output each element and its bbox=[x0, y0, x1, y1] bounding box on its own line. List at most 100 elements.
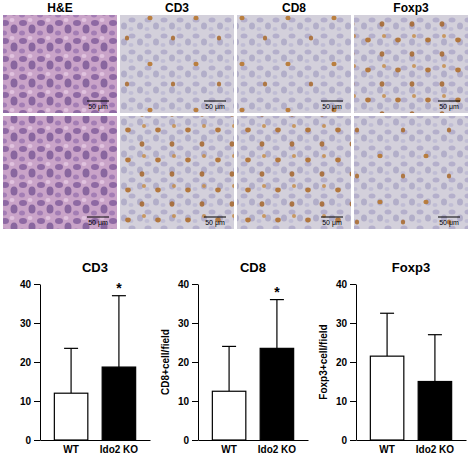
error-bar-stem bbox=[386, 313, 387, 356]
y-tick: 30 bbox=[178, 318, 198, 329]
micrograph: 50 μm bbox=[237, 116, 351, 229]
header-strip bbox=[3, 0, 117, 15]
scale-bar-label: 50 μm bbox=[322, 219, 342, 227]
x-axis-line bbox=[41, 440, 151, 441]
micrograph: 50 μm bbox=[120, 116, 234, 229]
micrograph: 50 μm bbox=[120, 0, 234, 113]
plot-marks bbox=[370, 313, 451, 440]
error-bar bbox=[380, 313, 394, 356]
scale-bar-label: 50 μm bbox=[205, 219, 225, 227]
chart-title: CD3 bbox=[82, 260, 108, 275]
y-tick-label: 40 bbox=[178, 279, 190, 290]
y-tick: 20 bbox=[336, 357, 356, 368]
y-tick-label: 10 bbox=[336, 396, 348, 407]
column-label: H&E bbox=[47, 1, 72, 15]
error-bar-cap bbox=[380, 313, 394, 314]
x-axis: WT Ido2 KO bbox=[41, 440, 151, 455]
y-tick-label: 20 bbox=[336, 357, 348, 368]
y-tick-label: 10 bbox=[20, 396, 32, 407]
stain-overlay bbox=[354, 116, 468, 229]
y-tick-mark bbox=[192, 440, 198, 441]
y-tick-mark bbox=[34, 362, 40, 363]
y-tick-mark bbox=[192, 323, 198, 324]
scale-bar bbox=[438, 101, 460, 102]
y-tick-label: 40 bbox=[336, 279, 348, 290]
scale-bar bbox=[87, 217, 109, 218]
y-tick: 20 bbox=[20, 357, 40, 368]
y-tick-label: 20 bbox=[20, 357, 32, 368]
micrograph-image bbox=[120, 116, 234, 229]
micrograph-image bbox=[354, 116, 468, 229]
y-tick-mark bbox=[350, 362, 356, 363]
y-tick: 30 bbox=[336, 318, 356, 329]
x-tick: WT bbox=[379, 440, 395, 455]
scale-bar bbox=[204, 217, 226, 218]
y-axis: 010203040 bbox=[20, 279, 41, 446]
bar-chart: CD8CD8+cell/field010203040WTIdo2 KO* bbox=[160, 260, 309, 455]
x-tick: Ido2 KO bbox=[100, 440, 139, 455]
plot-marks bbox=[54, 296, 135, 440]
y-tick-mark bbox=[34, 284, 40, 285]
y-tick: 10 bbox=[178, 396, 198, 407]
micrograph: 50 μm bbox=[3, 0, 117, 113]
bar bbox=[212, 391, 245, 440]
header-strip bbox=[120, 0, 234, 15]
y-axis-title: CD8+cell/field bbox=[160, 329, 171, 395]
x-tick: WT bbox=[63, 440, 79, 455]
bar bbox=[102, 367, 135, 440]
y-tick-mark bbox=[192, 401, 198, 402]
x-tick: Ido2 KO bbox=[416, 440, 455, 455]
micrograph-image bbox=[3, 116, 117, 229]
x-tick-label: Ido2 KO bbox=[416, 444, 455, 455]
error-bar bbox=[270, 300, 284, 349]
scale-bar-label: 50 μm bbox=[88, 219, 108, 227]
y-tick-mark bbox=[34, 401, 40, 402]
scale-bar bbox=[87, 101, 109, 102]
bar-chart: CD3010203040WTIdo2 KO* bbox=[20, 260, 151, 455]
error-bar bbox=[64, 348, 78, 393]
y-axis-title: Foxp3+cell/field bbox=[318, 324, 329, 399]
chart-title: Foxp3 bbox=[392, 260, 430, 275]
y-axis: 0 10 20 30 40 bbox=[178, 279, 199, 446]
scale-bar bbox=[204, 101, 226, 102]
error-bar-cap bbox=[428, 334, 442, 335]
x-tick: WT bbox=[221, 440, 237, 455]
y-tick: 10 bbox=[20, 396, 40, 407]
error-bar bbox=[222, 346, 236, 391]
stain-overlay bbox=[120, 116, 234, 229]
header-strip bbox=[354, 0, 468, 15]
y-tick-mark bbox=[350, 440, 356, 441]
x-tick-label: WT bbox=[379, 444, 395, 455]
scale-bar-label: 50 μm bbox=[322, 103, 342, 111]
y-tick: 0 bbox=[341, 435, 356, 446]
column-label: CD8 bbox=[282, 1, 306, 15]
y-axis-line bbox=[356, 285, 357, 441]
x-tick: Ido2 KO bbox=[258, 440, 297, 455]
y-tick-label: 0 bbox=[25, 435, 31, 446]
column-label: CD3 bbox=[165, 1, 189, 15]
y-tick-label: 30 bbox=[336, 318, 348, 329]
stain-overlay bbox=[237, 116, 351, 229]
scale-bar bbox=[321, 101, 343, 102]
y-tick-label: 30 bbox=[20, 318, 32, 329]
y-axis: 0 10 20 30 40 bbox=[336, 279, 357, 446]
error-bar-stem bbox=[276, 300, 277, 349]
y-tick: 30 bbox=[20, 318, 40, 329]
y-tick: 40 bbox=[336, 279, 356, 290]
error-bar bbox=[428, 335, 442, 382]
y-tick-label: 0 bbox=[183, 435, 189, 446]
significance-marker: * bbox=[116, 280, 122, 296]
y-tick-mark bbox=[350, 323, 356, 324]
x-tick-label: Ido2 KO bbox=[258, 444, 297, 455]
error-bar-cap bbox=[64, 348, 78, 349]
y-tick-label: 30 bbox=[178, 318, 190, 329]
chart-title: CD8 bbox=[240, 260, 266, 275]
figure: 50 μm50 μmH&E50 μm50 μmCD350 μm50 μmCD85… bbox=[0, 0, 474, 474]
y-tick: 0 bbox=[25, 435, 40, 446]
error-bar-stem bbox=[434, 335, 435, 382]
stain-overlay bbox=[237, 0, 351, 113]
bar bbox=[54, 393, 87, 440]
y-tick: 20 bbox=[178, 357, 198, 368]
plot-marks bbox=[212, 300, 293, 440]
y-tick: 10 bbox=[336, 396, 356, 407]
